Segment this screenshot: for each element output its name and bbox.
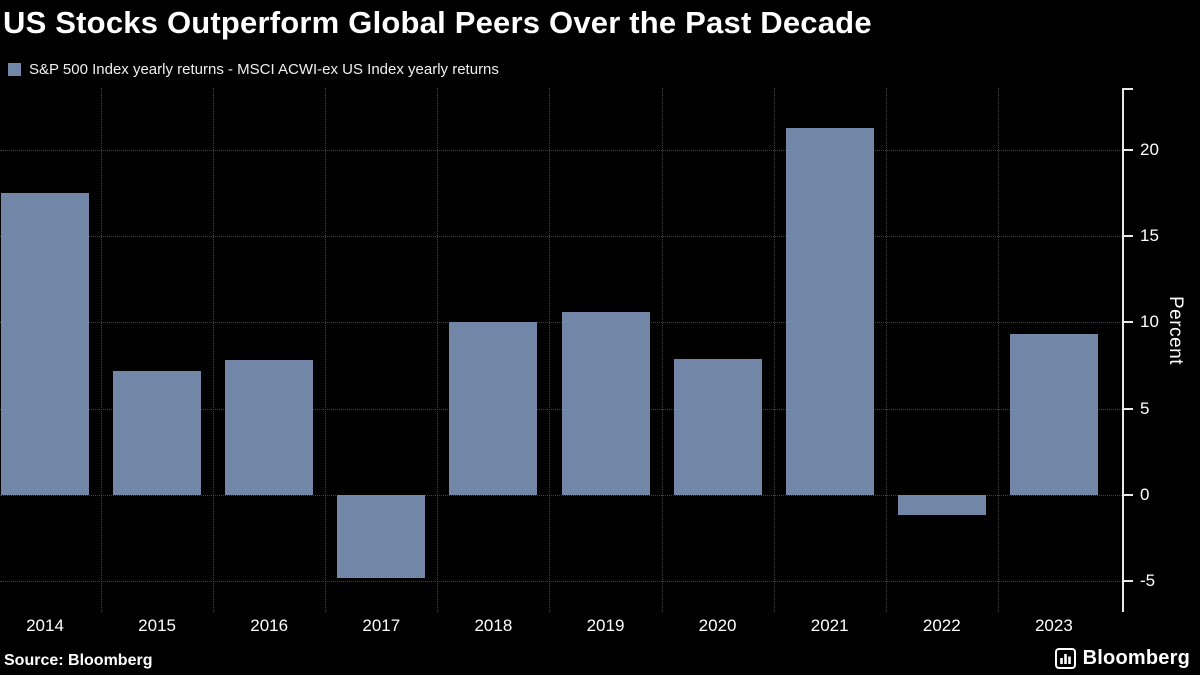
gridline-h-5 bbox=[0, 408, 1122, 410]
y-tick-20 bbox=[1124, 149, 1133, 152]
bar-2017 bbox=[337, 494, 426, 578]
y-tick-15 bbox=[1124, 235, 1133, 238]
chart-title: US Stocks Outperform Global Peers Over t… bbox=[3, 5, 872, 40]
x-tick-label-2016: 2016 bbox=[250, 616, 289, 635]
bar-2020 bbox=[673, 358, 762, 495]
gridline-v-0 bbox=[101, 88, 103, 612]
x-tick-label-2020: 2020 bbox=[698, 616, 737, 635]
legend-label: S&P 500 Index yearly returns - MSCI ACWI… bbox=[29, 61, 499, 78]
gridline-h-20 bbox=[0, 150, 1122, 152]
y-tick-label-15: 15 bbox=[1140, 226, 1159, 246]
plot-area bbox=[0, 88, 1122, 612]
bar-2018 bbox=[449, 322, 538, 495]
y-tick-label-20: 20 bbox=[1140, 140, 1159, 160]
gridline-h-0 bbox=[0, 494, 1122, 496]
y-tick-label-10: 10 bbox=[1140, 312, 1159, 332]
gridline-h-10 bbox=[0, 322, 1122, 324]
x-tick-label-2021: 2021 bbox=[810, 616, 849, 635]
bar-2023 bbox=[1009, 334, 1098, 495]
y-tick-10 bbox=[1124, 321, 1133, 324]
gridline-v-7 bbox=[885, 88, 887, 612]
x-tick-label-2019: 2019 bbox=[586, 616, 625, 635]
y-tick-label-5: 5 bbox=[1140, 398, 1150, 418]
bar-2015 bbox=[113, 370, 202, 495]
bar-2014 bbox=[1, 193, 89, 495]
legend-swatch-icon bbox=[8, 63, 21, 76]
bloomberg-wordmark: Bloomberg bbox=[1082, 647, 1190, 669]
bar-2016 bbox=[225, 360, 314, 495]
y-tick--5 bbox=[1124, 579, 1133, 582]
x-tick-label-2022: 2022 bbox=[922, 616, 961, 635]
legend: S&P 500 Index yearly returns - MSCI ACWI… bbox=[8, 61, 499, 78]
x-tick-label-2014: 2014 bbox=[26, 616, 64, 635]
y-axis-title: Percent bbox=[1165, 296, 1186, 365]
x-tick-label-2017: 2017 bbox=[362, 616, 401, 635]
y-tick-0 bbox=[1124, 493, 1133, 496]
x-axis-labels: 2014 2015 2016 2017 2018 2019 2020 2021 2022 2023 bbox=[0, 616, 1122, 642]
gridline-v-4 bbox=[549, 88, 551, 612]
gridline-v-8 bbox=[997, 88, 999, 612]
bar-2022 bbox=[897, 494, 986, 516]
gridline-h-15 bbox=[0, 236, 1122, 238]
gridline-v-1 bbox=[213, 88, 215, 612]
bloomberg-logo: Bloomberg bbox=[1054, 647, 1190, 670]
bar-2019 bbox=[561, 312, 650, 495]
y-axis: -5 0 5 10 15 20 bbox=[1122, 88, 1194, 612]
x-tick-label-2018: 2018 bbox=[474, 616, 513, 635]
gridline-v-5 bbox=[661, 88, 663, 612]
gridline-v-3 bbox=[437, 88, 439, 612]
source-note: Source: Bloomberg bbox=[4, 652, 153, 669]
y-tick-5 bbox=[1124, 407, 1133, 410]
y-tick-label--5: -5 bbox=[1140, 570, 1156, 590]
x-tick-label-2015: 2015 bbox=[138, 616, 176, 635]
gridline-h--5 bbox=[0, 580, 1122, 582]
y-axis-top-tick bbox=[1124, 88, 1133, 90]
gridline-v-2 bbox=[325, 88, 327, 612]
bar-2021 bbox=[785, 127, 874, 495]
y-tick-label-0: 0 bbox=[1140, 484, 1150, 504]
x-tick-label-2023: 2023 bbox=[1034, 616, 1073, 635]
bloomberg-chart-icon bbox=[1054, 648, 1076, 669]
gridline-v-6 bbox=[773, 88, 775, 612]
